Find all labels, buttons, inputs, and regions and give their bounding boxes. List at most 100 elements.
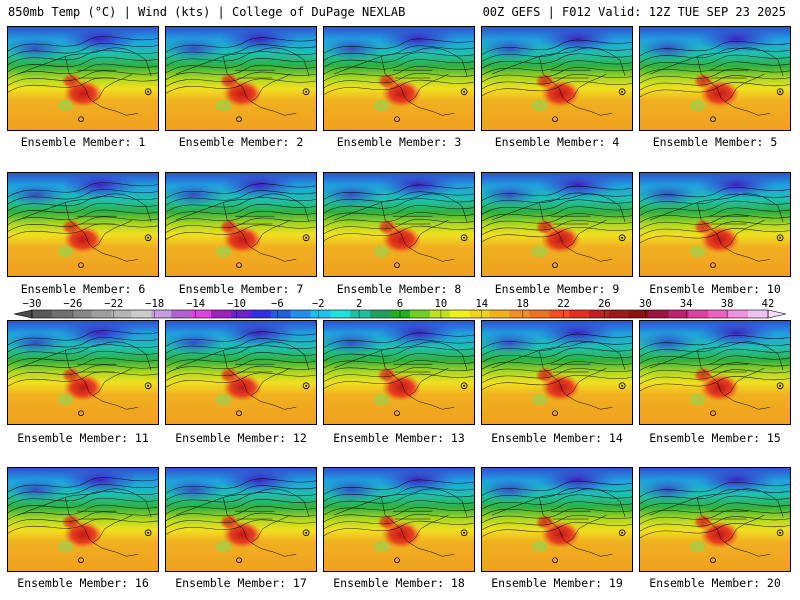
colorbar-tick-label: 22	[557, 298, 570, 310]
ensemble-member-label: Ensemble Member: 2	[178, 135, 304, 149]
colorbar-swatch	[708, 310, 729, 318]
ensemble-member-label: Ensemble Member: 3	[336, 135, 462, 149]
colorbar-swatch	[569, 310, 590, 318]
colorbar-tick-label: −22	[104, 298, 123, 310]
colorbar-swatch	[131, 310, 152, 318]
colorbar-swatch	[469, 310, 490, 318]
colorbar-tick-label: −18	[145, 298, 164, 310]
colorbar-swatch	[230, 310, 252, 318]
ensemble-panel	[7, 320, 159, 425]
colorbar-tick-label: −26	[63, 298, 82, 310]
ensemble-member-label: Ensemble Member: 16	[17, 576, 149, 590]
colorbar-swatch	[648, 310, 669, 318]
colorbar-swatch	[608, 310, 630, 318]
colorbar-swatch	[111, 310, 132, 318]
ensemble-member-label: Ensemble Member: 20	[649, 576, 781, 590]
colorbar-tick-label: 10	[435, 298, 448, 310]
ensemble-panel	[165, 26, 317, 131]
ensemble-panel	[7, 26, 159, 131]
colorbar-swatch	[748, 310, 769, 318]
ensemble-member-label: Ensemble Member: 17	[175, 576, 307, 590]
colorbar-swatch	[370, 310, 391, 318]
ensemble-panel	[7, 467, 159, 572]
colorbar-swatch	[628, 310, 649, 318]
ensemble-panel	[165, 320, 317, 425]
colorbar-swatch	[290, 310, 311, 318]
ensemble-member-label: Ensemble Member: 8	[336, 282, 462, 296]
ensemble-member-label: Ensemble Member: 13	[333, 431, 465, 445]
ensemble-member-label: Ensemble Member: 10	[649, 282, 781, 296]
colorbar-tick-label: 34	[680, 298, 693, 310]
ensemble-panel	[323, 26, 475, 131]
ensemble-panel	[481, 320, 633, 425]
colorbar-tick-label: 42	[762, 298, 775, 310]
colorbar-min-arrow	[13, 309, 33, 319]
colorbar-swatch	[151, 310, 172, 318]
colorbar-tick-label: 26	[598, 298, 611, 310]
colorbar-swatch	[429, 310, 451, 318]
ensemble-panel	[481, 172, 633, 277]
colorbar-tick-label: −6	[271, 298, 284, 310]
ensemble-panel	[7, 172, 159, 277]
ensemble-panel	[323, 467, 475, 572]
ensemble-member-label: Ensemble Member: 18	[333, 576, 465, 590]
ensemble-member-label: Ensemble Member: 12	[175, 431, 307, 445]
colorbar-swatch	[509, 310, 530, 318]
colorbar-swatch	[489, 310, 510, 318]
ensemble-panel	[323, 320, 475, 425]
colorbar-swatch	[171, 310, 192, 318]
colorbar-swatch	[668, 310, 689, 318]
colorbar-swatch	[191, 310, 212, 318]
run-valid-time: 00Z GEFS | F012 Valid: 12Z TUE SEP 23 20…	[482, 5, 786, 19]
colorbar-swatch	[32, 310, 53, 318]
colorbar-tick-label: 38	[721, 298, 734, 310]
colorbar-tick-label: −30	[23, 298, 42, 310]
ensemble-member-label: Ensemble Member: 19	[491, 576, 623, 590]
ensemble-panel	[165, 467, 317, 572]
colorbar-swatch	[91, 310, 112, 318]
colorbar-swatch	[330, 310, 351, 318]
map-title: 850mb Temp (°C) | Wind (kts) | College o…	[8, 5, 406, 19]
colorbar-tick-label: −10	[227, 298, 246, 310]
ensemble-member-label: Ensemble Member: 15	[649, 431, 781, 445]
colorbar-tick-label: −14	[186, 298, 205, 310]
colorbar-tick-label: 6	[397, 298, 403, 310]
ensemble-member-label: Ensemble Member: 5	[652, 135, 778, 149]
ensemble-member-label: Ensemble Member: 9	[494, 282, 620, 296]
ensemble-member-label: Ensemble Member: 11	[17, 431, 149, 445]
ensemble-member-label: Ensemble Member: 14	[491, 431, 623, 445]
colorbar-tick-label: 14	[475, 298, 488, 310]
colorbar-swatch	[71, 310, 92, 318]
ensemble-panel	[639, 467, 791, 572]
colorbar-swatch	[688, 310, 709, 318]
ensemble-member-label: Ensemble Member: 1	[20, 135, 146, 149]
ensemble-member-label: Ensemble Member: 4	[494, 135, 620, 149]
colorbar-swatch	[250, 310, 272, 318]
colorbar-swatch	[549, 310, 570, 318]
colorbar-swatch	[449, 310, 470, 318]
ensemble-panel	[639, 26, 791, 131]
colorbar-tick-label: 18	[516, 298, 529, 310]
colorbar-swatch	[728, 310, 749, 318]
colorbar-swatch	[588, 310, 610, 318]
colorbar-tick-label: 30	[639, 298, 652, 310]
temperature-colorbar: −30 −26 −22 −18 −14 −10 −6 −2 2 6 10 14 18 22 26 30 34 38…	[13, 298, 787, 319]
ensemble-panel	[639, 320, 791, 425]
colorbar-tick-label: −2	[312, 298, 325, 310]
ensemble-member-label: Ensemble Member: 7	[178, 282, 304, 296]
colorbar-swatch	[270, 310, 291, 318]
colorbar-max-arrow	[767, 309, 787, 319]
colorbar-swatch	[310, 310, 331, 318]
ensemble-panel	[165, 172, 317, 277]
colorbar-swatch	[51, 310, 73, 318]
ensemble-panel	[481, 26, 633, 131]
colorbar-swatch	[529, 310, 550, 318]
ensemble-panel	[481, 467, 633, 572]
ensemble-panel	[639, 172, 791, 277]
ensemble-member-label: Ensemble Member: 6	[20, 282, 146, 296]
colorbar-tick-label: 2	[356, 298, 362, 310]
ensemble-panel	[323, 172, 475, 277]
colorbar-swatch	[350, 310, 371, 318]
colorbar-swatch	[409, 310, 431, 318]
colorbar-swatch	[211, 310, 232, 318]
